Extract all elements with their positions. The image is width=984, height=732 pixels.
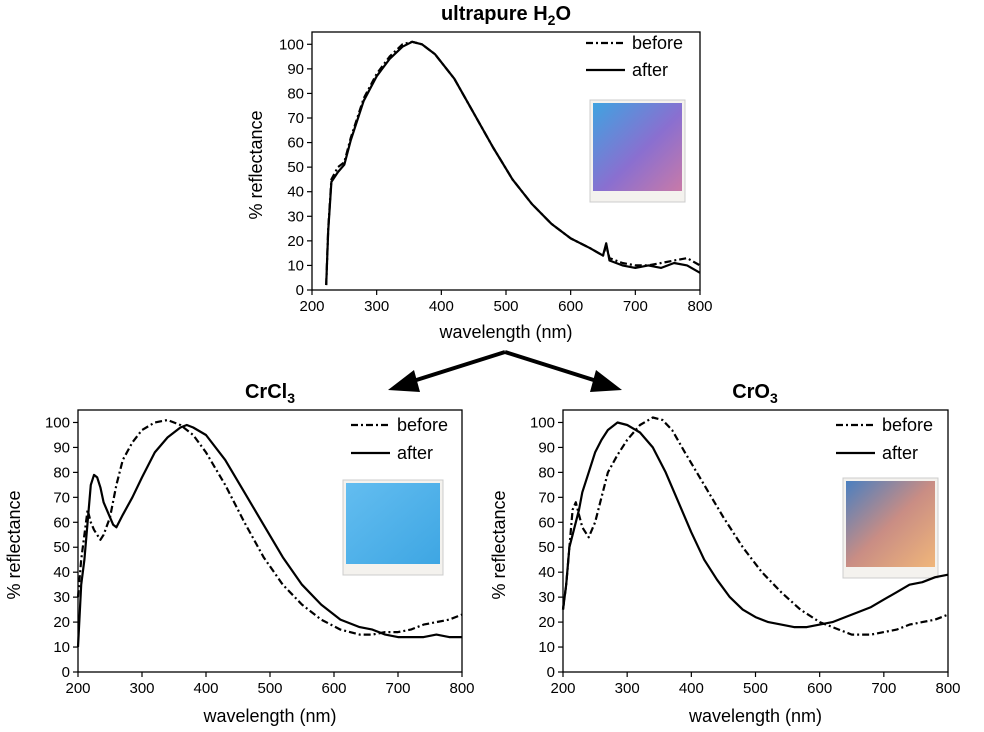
x-tick-label: 300	[129, 680, 154, 697]
x-tick-label: 800	[687, 298, 712, 315]
x-tick-label: 200	[299, 298, 324, 315]
legend-label-after: after	[397, 443, 433, 463]
y-tick-label: 90	[53, 439, 70, 456]
chart-ultrapure-water: ultrapure H2O 200 300 400 500 600 700 800 0 10 20 3…	[246, 3, 713, 342]
y-tick-label: 40	[538, 564, 555, 581]
y-tick-label: 0	[296, 282, 304, 299]
x-tick-label: 800	[449, 680, 474, 697]
y-tick-label: 20	[53, 614, 70, 631]
sample-photo	[346, 483, 440, 564]
legend-label-after: after	[632, 60, 668, 80]
y-tick-label: 50	[53, 539, 70, 556]
y-tick-label: 50	[538, 539, 555, 556]
y-tick-label: 70	[287, 110, 304, 127]
x-tick-label: 600	[321, 680, 346, 697]
y-tick-label: 40	[287, 184, 304, 201]
y-tick-label: 80	[53, 464, 70, 481]
y-axis-label: % reflectance	[489, 490, 509, 599]
x-axis-label: wavelength (nm)	[202, 706, 336, 726]
y-axis-label: % reflectance	[246, 110, 266, 219]
y-tick-label: 60	[538, 514, 555, 531]
y-tick-label: 10	[538, 639, 555, 656]
x-tick-label: 200	[550, 680, 575, 697]
y-tick-label: 90	[287, 61, 304, 78]
arrow-left-shaft	[409, 350, 506, 384]
y-tick-label: 20	[538, 614, 555, 631]
y-tick-label: 60	[287, 135, 304, 152]
x-tick-label: 500	[743, 680, 768, 697]
y-tick-label: 60	[53, 514, 70, 531]
x-tick-label: 500	[257, 680, 282, 697]
chart-cro3: CrO3 200 300 400 500 600 700 800 0 10 20 30 40 50 60 70…	[489, 381, 961, 726]
y-tick-label: 80	[287, 85, 304, 102]
y-tick-label: 40	[53, 564, 70, 581]
x-axis-label: wavelength (nm)	[438, 322, 572, 342]
y-tick-label: 30	[538, 589, 555, 606]
x-tick-label: 700	[623, 298, 648, 315]
series-line-after	[76, 423, 462, 648]
chart-title: ultrapure H2O	[441, 3, 571, 28]
y-tick-label: 20	[287, 233, 304, 250]
series-line-before	[561, 416, 949, 636]
sample-photo	[846, 481, 935, 567]
y-tick-label: 50	[287, 159, 304, 176]
arrows	[388, 350, 622, 392]
y-tick-label: 100	[530, 414, 555, 431]
legend-label-after: after	[882, 443, 918, 463]
sample-photo	[593, 103, 682, 191]
x-tick-label: 400	[679, 680, 704, 697]
x-tick-label: 400	[429, 298, 454, 315]
legend-label-before: before	[632, 33, 683, 53]
y-tick-label: 0	[547, 664, 555, 681]
x-tick-label: 700	[871, 680, 896, 697]
legend-label-before: before	[882, 415, 933, 435]
y-tick-label: 0	[62, 664, 70, 681]
chart-crcl3: CrCl3 200 300 400 500 600 700 800 0 10 20 30 40 50 60 7…	[4, 381, 475, 726]
y-tick-label: 100	[45, 414, 70, 431]
x-tick-label: 300	[364, 298, 389, 315]
x-tick-label: 600	[558, 298, 583, 315]
x-tick-label: 600	[807, 680, 832, 697]
series-line-after	[325, 40, 701, 286]
y-tick-label: 100	[279, 36, 304, 53]
series-line-before	[76, 418, 463, 636]
y-tick-label: 90	[538, 439, 555, 456]
x-tick-label: 300	[615, 680, 640, 697]
y-axis-label: % reflectance	[4, 490, 24, 599]
y-tick-label: 10	[287, 257, 304, 274]
legend-label-before: before	[397, 415, 448, 435]
x-tick-label: 500	[493, 298, 518, 315]
y-tick-label: 30	[287, 208, 304, 225]
arrow-right-shaft	[504, 350, 601, 384]
x-axis-label: wavelength (nm)	[688, 706, 822, 726]
series-line-after	[561, 421, 949, 629]
y-tick-label: 70	[53, 489, 70, 506]
y-tick-label: 80	[538, 464, 555, 481]
chart-title: CrO3	[732, 381, 778, 406]
x-tick-label: 800	[935, 680, 960, 697]
x-tick-label: 700	[385, 680, 410, 697]
x-tick-label: 400	[193, 680, 218, 697]
x-tick-label: 200	[65, 680, 90, 697]
y-tick-label: 70	[538, 489, 555, 506]
chart-title: CrCl3	[245, 381, 295, 406]
arrow-left-head	[388, 370, 420, 392]
y-tick-label: 10	[53, 639, 70, 656]
y-tick-label: 30	[53, 589, 70, 606]
arrow-right-head	[590, 370, 622, 392]
